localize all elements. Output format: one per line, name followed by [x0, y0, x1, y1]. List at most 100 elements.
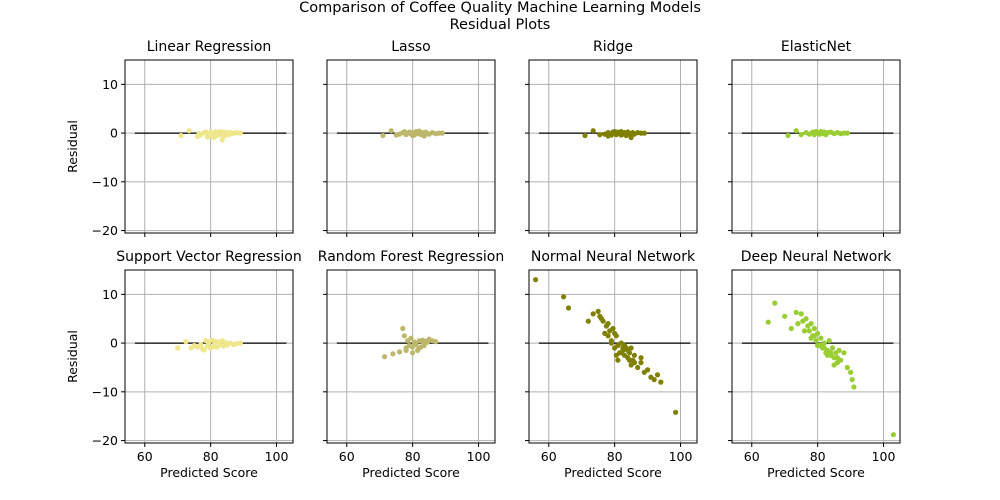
data-point: [844, 364, 850, 371]
data-point: [641, 130, 647, 136]
data-point: [798, 132, 804, 138]
x-tick-label: 60: [339, 449, 355, 464]
data-point: [638, 355, 644, 361]
y-tick-label: −10: [92, 174, 118, 189]
data-point: [628, 345, 634, 351]
data-point: [782, 313, 788, 319]
data-point: [605, 321, 611, 327]
data-point: [595, 308, 601, 314]
subplot-title: Normal Neural Network: [531, 249, 696, 265]
data-point: [597, 132, 603, 138]
data-point: [388, 128, 394, 134]
x-tick-label: 80: [607, 449, 623, 464]
data-point: [211, 134, 217, 141]
data-point: [610, 325, 616, 332]
data-point: [625, 129, 631, 135]
x-axis-label: Predicted Score: [160, 465, 258, 480]
data-point: [613, 352, 619, 358]
axes-frame: [731, 59, 901, 234]
figure-title: Comparison of Coffee Quality Machine Lea…: [299, 0, 701, 16]
data-point: [811, 325, 818, 332]
subplot-1: 10 0 −10 −20 Linear Regression Residual: [65, 39, 294, 238]
data-point: [198, 342, 204, 348]
data-point: [424, 131, 431, 137]
data-point: [221, 133, 227, 139]
data-point: [631, 360, 638, 366]
data-point: [419, 337, 426, 343]
data-point: [186, 128, 192, 134]
data-point: [844, 130, 850, 136]
y-axis-label: Residual: [65, 330, 80, 383]
y-tick-label: 10: [102, 287, 118, 302]
subplot-title: Linear Regression: [147, 39, 272, 55]
x-tick-label: 60: [744, 449, 760, 464]
data-point: [824, 352, 831, 358]
data-point: [651, 377, 657, 383]
data-point: [638, 360, 644, 366]
data-point: [635, 364, 641, 371]
data-point: [772, 300, 778, 306]
x-tick-label: 100: [467, 449, 491, 464]
data-point: [628, 134, 634, 141]
data-point: [196, 131, 202, 137]
data-point: [808, 321, 814, 327]
data-point: [765, 319, 771, 325]
y-axis-label: Residual: [65, 120, 80, 173]
data-point: [851, 384, 857, 390]
data-point: [848, 369, 854, 375]
data-point: [818, 335, 824, 341]
subplot-3: Ridge: [525, 39, 698, 237]
axes-frame: [124, 269, 294, 444]
data-point: [396, 349, 403, 355]
axes-frame: [326, 269, 496, 444]
x-tick-label: 80: [405, 449, 421, 464]
data-point: [203, 129, 209, 135]
data-point: [618, 350, 624, 356]
x-axis-label: Predicted Score: [767, 465, 865, 480]
data-point: [612, 129, 618, 135]
axes-frame: [731, 269, 901, 444]
axes-frame: [326, 59, 496, 234]
data-point: [390, 351, 396, 357]
subplot-8: 60 80 100 Deep Neural Network Predicted Scor…: [728, 249, 901, 480]
axes-frame: [528, 59, 698, 234]
axes-frame: [528, 269, 698, 444]
x-tick-label: 80: [203, 449, 219, 464]
data-point: [620, 345, 626, 351]
data-point: [793, 309, 799, 315]
figure-subtitle: Residual Plots: [450, 17, 551, 33]
x-tick-label: 100: [265, 449, 289, 464]
data-point: [175, 345, 181, 351]
subplot-7: 60 80 100 Normal Neural Network Predicted Sc…: [525, 249, 698, 480]
data-point: [803, 316, 809, 322]
data-point: [199, 346, 205, 352]
data-point: [618, 132, 624, 138]
subplot-title: Ridge: [593, 39, 633, 55]
data-point: [219, 137, 225, 143]
data-point: [813, 129, 819, 135]
data-point: [183, 339, 189, 345]
data-point: [831, 362, 837, 368]
data-point: [403, 347, 409, 353]
data-point: [813, 338, 819, 344]
subplot-4: ElasticNet: [728, 39, 901, 237]
data-point: [217, 339, 224, 345]
data-point: [410, 350, 416, 356]
data-point: [237, 340, 243, 346]
subplot-title: Deep Neural Network: [741, 249, 892, 265]
data-point: [598, 316, 605, 322]
data-point: [841, 350, 847, 356]
x-tick-label: 80: [810, 449, 826, 464]
subplot-title: ElasticNet: [781, 39, 852, 55]
data-point: [826, 338, 832, 344]
data-point: [836, 347, 842, 353]
y-tick-label: 0: [110, 126, 118, 141]
data-point: [380, 132, 386, 139]
data-point: [565, 305, 572, 311]
data-point: [410, 132, 416, 139]
x-tick-label: 100: [872, 449, 896, 464]
subplot-title: Support Vector Regression: [116, 249, 301, 265]
data-point: [433, 339, 439, 345]
data-point: [585, 318, 591, 324]
